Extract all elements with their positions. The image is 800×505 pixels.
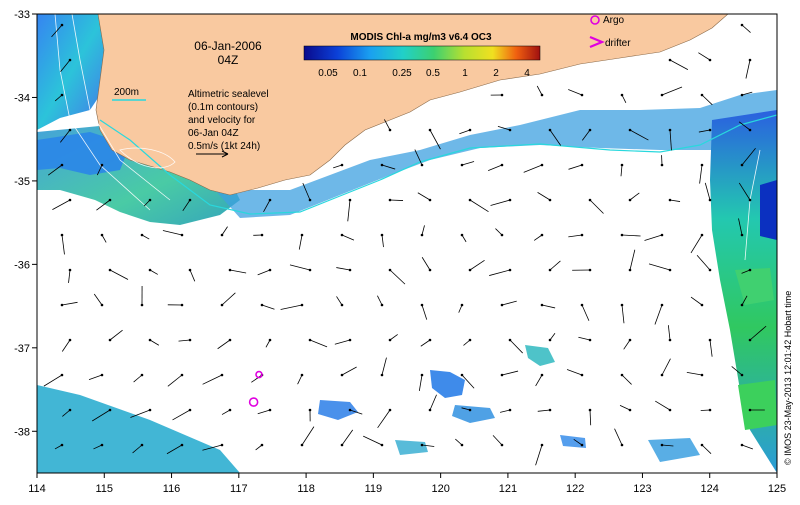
colorbar-tick-1: 0.1: [353, 68, 367, 79]
note-line-1: Altimetric sealevel: [188, 89, 269, 100]
lon-tick-label: 115: [95, 483, 113, 495]
date-label: 06-Jan-2006: [194, 39, 262, 53]
colorbar-tick-2: 0.25: [392, 68, 412, 79]
colorbar-tick-6: 4: [524, 68, 530, 79]
lon-tick-label: 122: [566, 483, 584, 495]
colorbar: [304, 46, 540, 60]
note-line-2: (0.1m contours): [188, 102, 258, 113]
colorbar-tick-0: 0.05: [318, 68, 338, 79]
colorbar-tick-4: 1: [462, 68, 468, 79]
chl-patch-east-deep: [760, 180, 777, 240]
lon-tick-label: 123: [633, 483, 651, 495]
lon-tick-label: 119: [365, 483, 383, 495]
lon-tick-label: 121: [499, 483, 517, 495]
lon-tick-label: 124: [701, 483, 719, 495]
longitude-axis: 114 115 116 117 118 119 120 121 122 123 124 125: [28, 473, 786, 495]
lat-tick-label: -33: [14, 9, 30, 21]
note-line-3: and velocity for: [188, 115, 256, 126]
credit-text: © IMOS 23-May-2013 12:01:42 Hobart time: [783, 291, 793, 465]
lat-tick-label: -38: [14, 426, 30, 438]
drifter-legend-label: drifter: [605, 38, 631, 49]
note-line-4: 06-Jan 04Z: [188, 128, 239, 139]
lat-tick-label: -34: [14, 92, 30, 104]
lon-tick-label: 125: [768, 483, 786, 495]
colorbar-title: MODIS Chl-a mg/m3 v6.4 OC3: [350, 32, 492, 43]
lat-tick-label: -37: [14, 343, 30, 355]
lon-tick-label: 120: [431, 483, 449, 495]
isobath-legend-label: 200m: [114, 87, 139, 98]
colorbar-tick-3: 0.5: [426, 68, 440, 79]
chl-patch-east-green: [738, 380, 777, 430]
colorbar-tick-5: 2: [493, 68, 499, 79]
lon-tick-label: 116: [163, 483, 181, 495]
note-line-5: 0.5m/s (1kt 24h): [188, 141, 260, 152]
lon-tick-label: 118: [297, 483, 315, 495]
lon-tick-label: 117: [230, 483, 248, 495]
time-label: 04Z: [218, 53, 239, 67]
latitude-axis: -33 -34 -35 -36 -37 -38: [14, 9, 37, 438]
lat-tick-label: -36: [14, 259, 30, 271]
lon-tick-label: 114: [28, 483, 46, 495]
argo-legend-label: Argo: [603, 15, 625, 26]
lat-tick-label: -35: [14, 176, 30, 188]
